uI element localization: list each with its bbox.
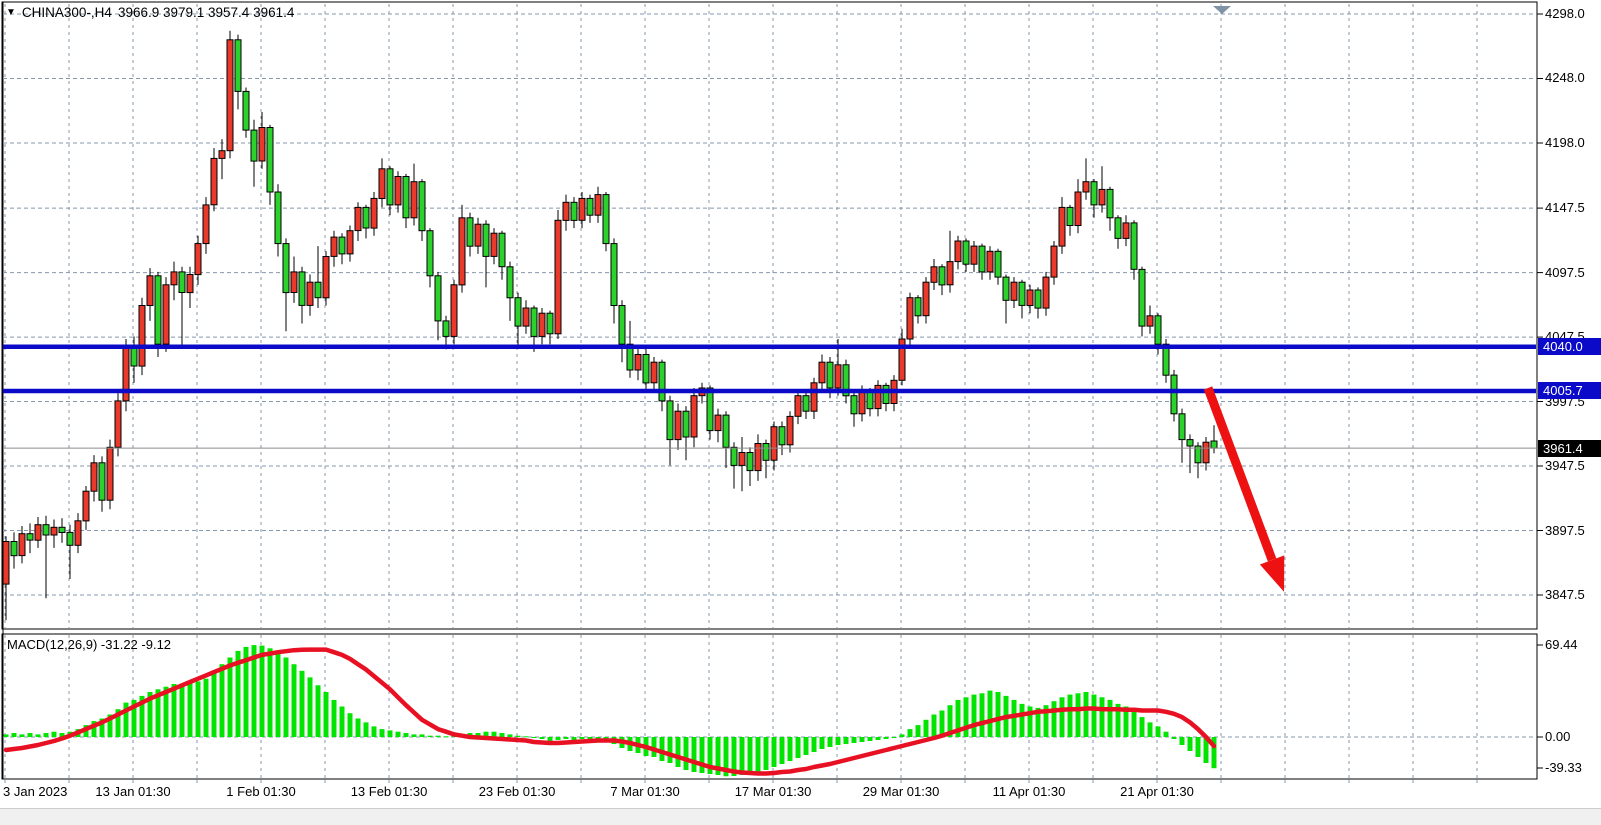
- horizontal-line-objects[interactable]: [3, 344, 1536, 394]
- arrow-annotation[interactable]: [1203, 386, 1285, 592]
- price-axis-label: 3897.5: [1545, 523, 1585, 538]
- time-axis-label: 23 Feb 01:30: [478, 784, 556, 799]
- price-axis-label: 4248.0: [1545, 70, 1585, 85]
- macd-signal-line: [3, 647, 1217, 776]
- price-axis-label: 4198.0: [1545, 135, 1585, 150]
- time-axis-label: 29 Mar 01:30: [862, 784, 940, 799]
- window-bottom-strip: [0, 808, 1601, 825]
- chart-legend: ▼ CHINA300-,H4 3966.9 3979.1 3957.4 3961…: [6, 5, 294, 20]
- price-axis-label: 3947.5: [1545, 458, 1585, 473]
- ohlc-values: 3966.9 3979.1 3957.4 3961.4: [117, 5, 295, 20]
- symbol-period-label: CHINA300-,H4: [21, 5, 112, 20]
- price-axis-label: 4097.5: [1545, 265, 1585, 280]
- macd-label: MACD(12,26,9) -31.22 -9.12: [7, 637, 172, 652]
- price-line-label[interactable]: 4040.0: [1538, 338, 1601, 355]
- axis-ticks: [1537, 13, 1543, 769]
- time-axis-label: 17 Mar 01:30: [734, 784, 812, 799]
- candlestick-series: [2, 30, 1218, 621]
- price-axis-label: 3847.5: [1545, 587, 1585, 602]
- collapse-triangle-icon[interactable]: ▼: [6, 6, 16, 18]
- macd-legend: MACD(12,26,9) -31.22 -9.12: [7, 637, 171, 652]
- time-axis-label: 21 Apr 01:30: [1120, 784, 1194, 799]
- price-line-label[interactable]: 3961.4: [1538, 440, 1601, 457]
- macd-axis-label: 0.00: [1545, 729, 1571, 744]
- macd-histogram: [3, 645, 1217, 777]
- time-axis-label: 1 Feb 01:30: [226, 784, 296, 799]
- price-axis-label: 4147.5: [1545, 200, 1585, 215]
- vertical-gridlines: [4, 4, 1478, 785]
- time-axis-label: 11 Apr 01:30: [992, 784, 1066, 799]
- time-axis-label: 3 Jan 2023: [3, 784, 68, 799]
- time-axis-label: 7 Mar 01:30: [610, 784, 680, 799]
- macd-axis-label: -39.33: [1545, 760, 1582, 775]
- macd-axis-label: 69.44: [1545, 637, 1578, 652]
- chart-shift-marker-icon[interactable]: [1213, 6, 1231, 14]
- price-axis-label: 4298.0: [1545, 6, 1585, 21]
- time-axis-label: 13 Feb 01:30: [350, 784, 428, 799]
- price-line-label[interactable]: 4005.7: [1538, 382, 1601, 399]
- time-axis-label: 13 Jan 01:30: [95, 784, 171, 799]
